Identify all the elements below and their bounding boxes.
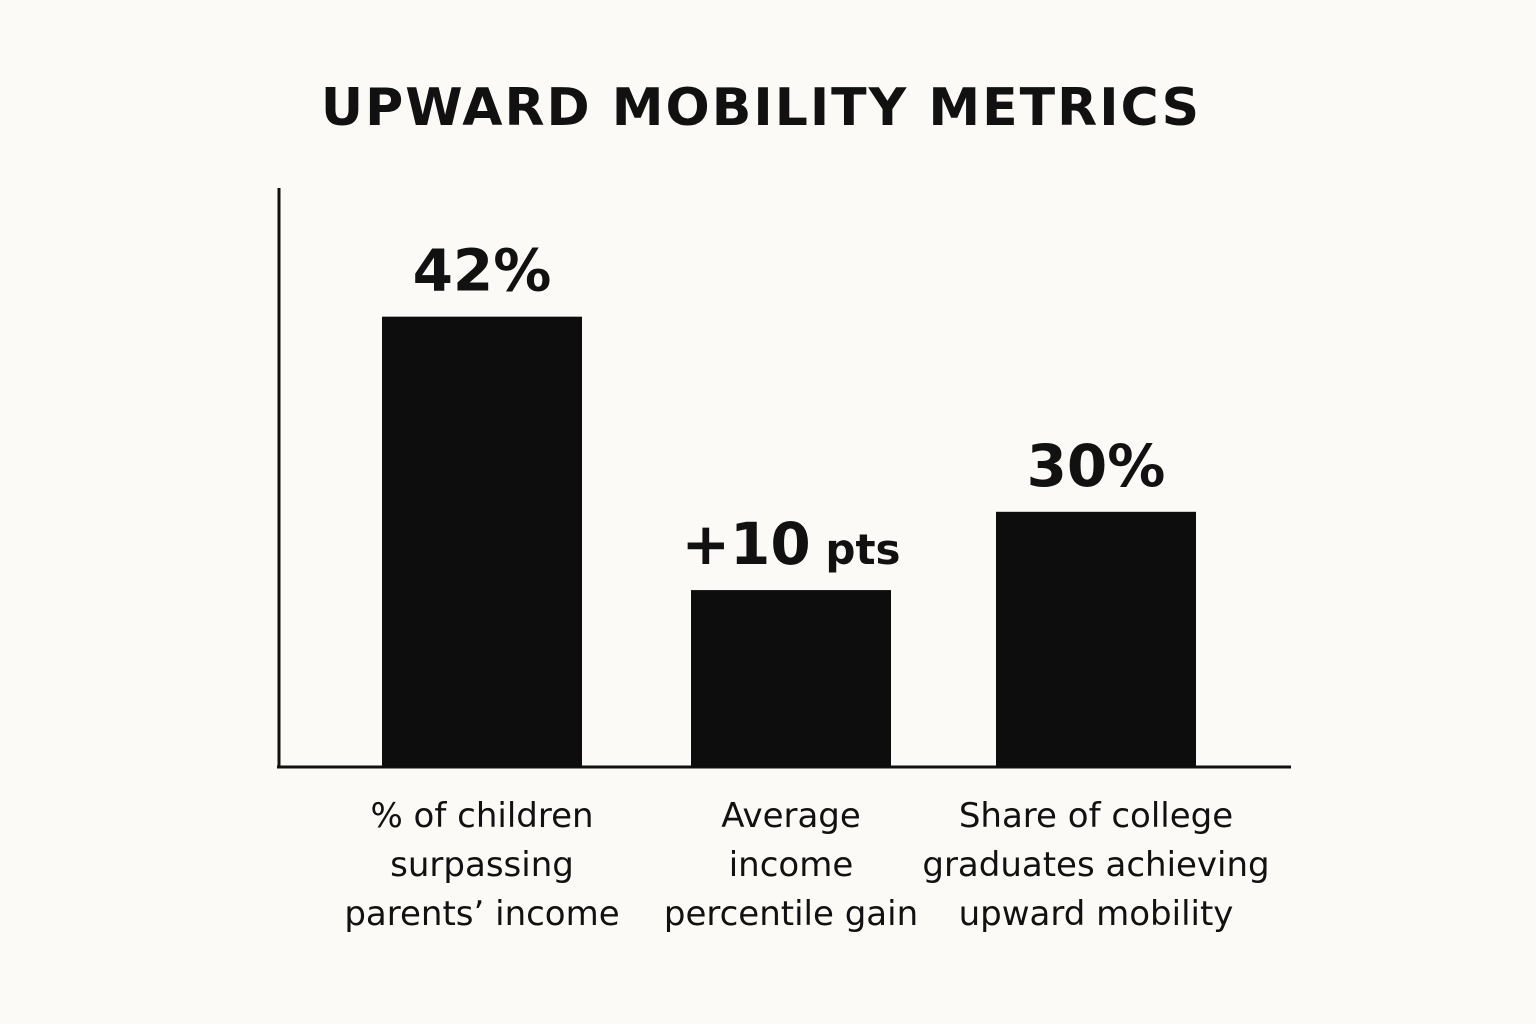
bar [996,511,1196,767]
value-unit: pts [811,525,901,574]
value-label: 42% [413,237,552,305]
chart-title: UPWARD MOBILITY METRICS [320,78,1202,138]
value-number: 30% [1027,432,1166,500]
category-label: Share of college graduates achieving upw… [922,796,1270,934]
value-labels: 42% +10 pts 30% [413,237,1166,578]
value-label: 30% [1027,432,1166,500]
value-number: 42% [413,237,552,305]
bar [691,590,891,767]
bars [382,316,1196,767]
category-label: % of children surpassing parents’ income [344,796,620,934]
bar [382,316,582,767]
category-label: Average income percentile gain [663,796,919,934]
value-label: +10 pts [681,510,900,578]
value-number: +10 [681,510,810,578]
